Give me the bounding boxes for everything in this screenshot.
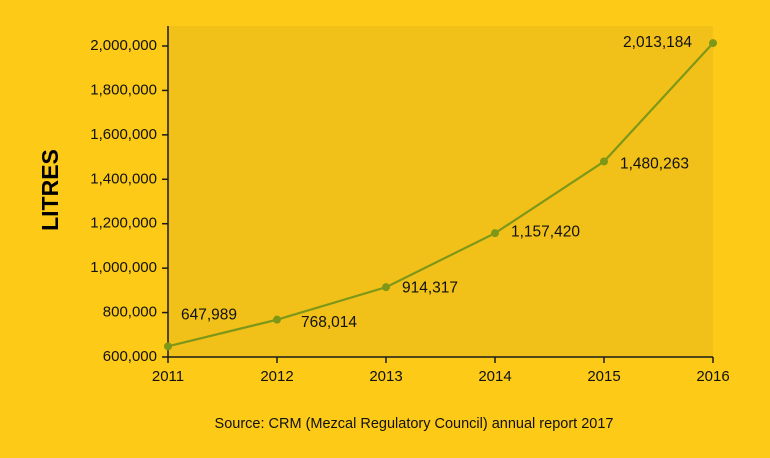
y-tick-label: 1,600,000 — [90, 126, 157, 143]
plot-area — [168, 26, 713, 357]
data-point — [491, 229, 499, 238]
y-tick-label: 1,800,000 — [90, 81, 157, 98]
data-points — [164, 39, 717, 351]
data-label: 2,013,184 — [623, 34, 692, 51]
x-tick-label: 2012 — [260, 368, 293, 385]
y-axis-title: LITRES — [37, 149, 63, 231]
data-point — [382, 283, 390, 292]
series-line — [167, 42, 714, 348]
data-label: 914,317 — [402, 279, 458, 296]
x-tick-label: 2014 — [478, 368, 511, 385]
x-tick-label: 2013 — [369, 368, 402, 385]
x-axis-ticks: 2011 2012 2013 2014 2015 2016 — [152, 357, 730, 385]
data-point — [164, 342, 172, 351]
x-tick-label: 2011 — [152, 368, 184, 385]
y-tick-label: 800,000 — [103, 304, 157, 321]
x-tick-label: 2016 — [696, 368, 729, 385]
data-point — [709, 39, 717, 48]
x-tick-label: 2015 — [587, 368, 620, 385]
y-axis-ticks: 600,000 800,000 1,000,000 1,200,000 1,400,00… — [90, 37, 168, 365]
y-tick-label: 2,000,000 — [90, 37, 157, 54]
data-point — [600, 157, 608, 166]
data-label: 1,157,420 — [511, 223, 580, 240]
y-tick-label: 1,200,000 — [90, 215, 157, 232]
source-note: Source: CRM (Mezcal Regulatory Council) … — [215, 416, 614, 432]
data-label: 647,989 — [181, 306, 237, 323]
y-tick-label: 1,400,000 — [90, 170, 157, 187]
data-label: 768,014 — [301, 314, 357, 331]
data-point — [273, 315, 281, 324]
data-labels: 647,989 768,014 914,317 1,157,420 1,480,263 2… — [181, 34, 692, 331]
y-tick-label: 1,000,000 — [90, 259, 157, 276]
data-label: 1,480,263 — [620, 156, 689, 173]
y-tick-label: 600,000 — [103, 348, 157, 365]
